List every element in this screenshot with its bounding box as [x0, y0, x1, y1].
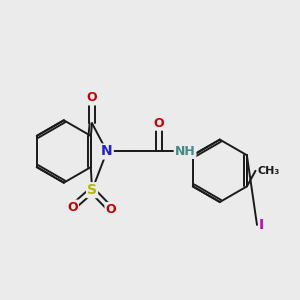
Text: O: O: [87, 92, 98, 104]
Text: NH: NH: [175, 145, 195, 158]
Text: O: O: [154, 117, 164, 130]
Text: S: S: [87, 183, 97, 197]
Text: CH₃: CH₃: [258, 166, 280, 176]
Text: N: N: [101, 145, 113, 158]
Text: O: O: [68, 201, 78, 214]
Text: I: I: [259, 218, 264, 232]
Text: O: O: [106, 203, 116, 216]
